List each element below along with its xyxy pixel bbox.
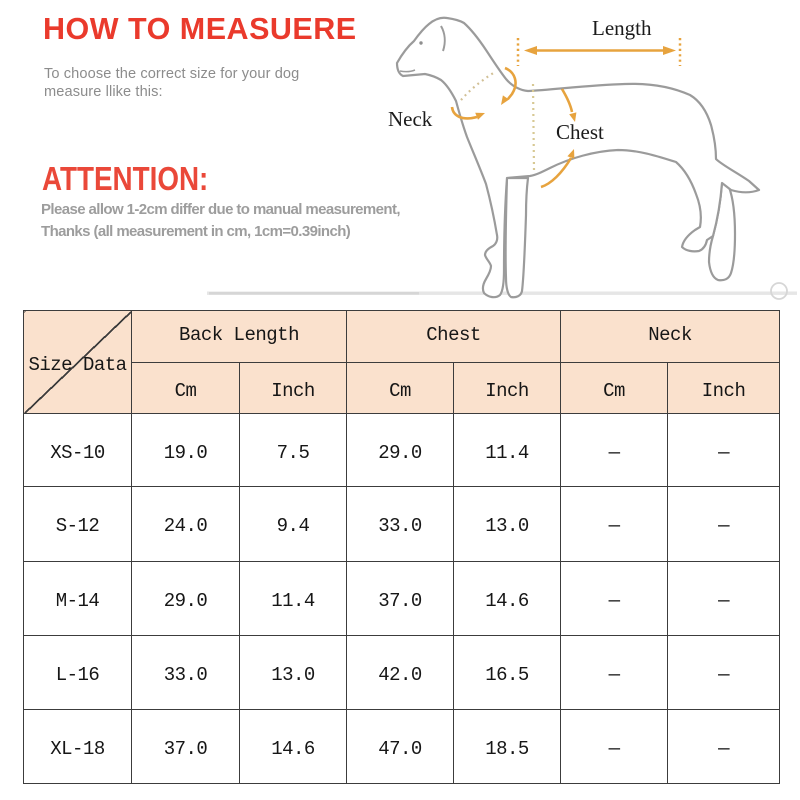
svg-text:Length: Length <box>592 16 652 40</box>
svg-text:Chest: Chest <box>556 120 604 144</box>
svg-text:Neck: Neck <box>388 107 433 131</box>
